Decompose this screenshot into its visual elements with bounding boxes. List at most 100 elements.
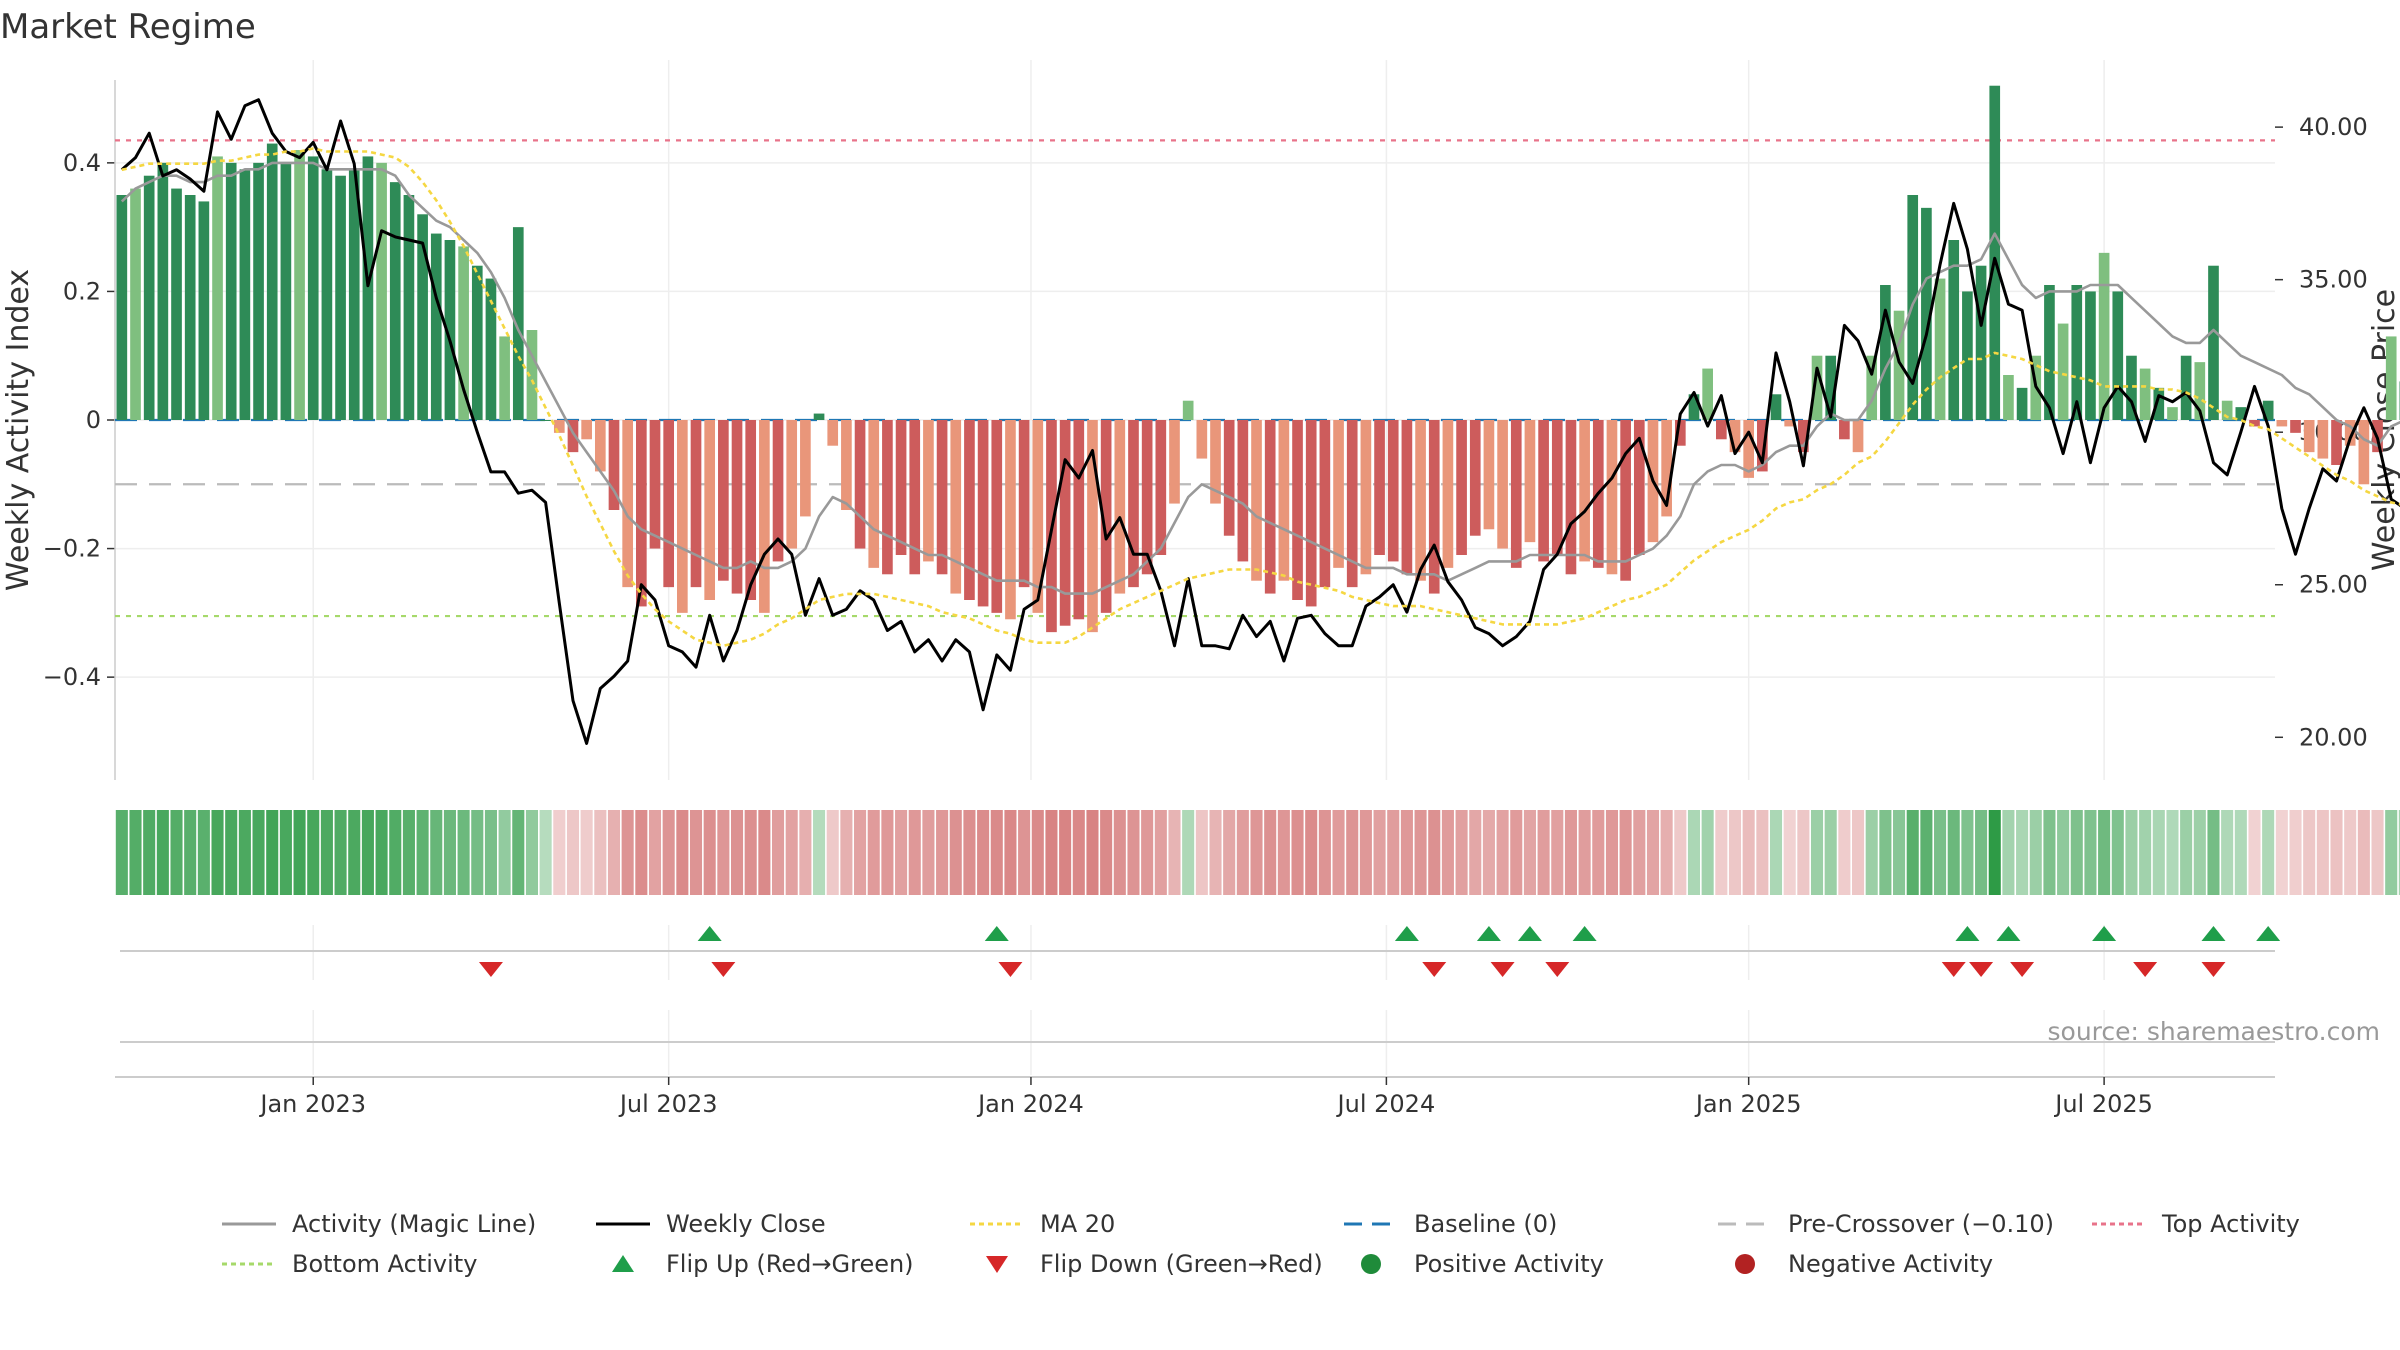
flip-up-marker [2092,926,2117,941]
x-tick-label: Jul 2025 [2053,1090,2153,1118]
heat-cell [1182,810,1195,895]
activity-bar [1962,291,1973,420]
heat-cell [348,810,361,895]
activity-bar [704,420,716,600]
activity-bar [184,195,196,420]
heat-cell [2070,810,2083,895]
y-tick-label: 0 [86,406,101,434]
activity-bar [1565,420,1577,575]
heat-cell [143,810,156,895]
activity-bar [553,420,565,433]
heat-cell [1223,810,1236,895]
heat-cell [1728,810,1742,895]
activity-bar [1948,240,1960,420]
heat-cell [2234,810,2247,895]
activity-bar [2003,375,2014,420]
activity-bar [745,420,757,600]
activity-bar [239,169,251,420]
activity-bar [2290,420,2301,433]
heat-cell [840,810,853,895]
flip-up-marker [1517,926,1542,941]
legend-label: MA 20 [1040,1210,1115,1238]
heat-cell [1332,810,1345,895]
activity-bar [649,420,661,549]
flip-up-marker [984,926,1009,941]
heat-cell [1441,810,1454,895]
heat-cell [1072,810,1085,895]
activity-bar [2344,420,2356,446]
activity-bar [663,420,675,588]
activity-bar [800,420,811,517]
legend-label: Positive Activity [1414,1250,1604,1278]
heat-cell [1564,810,1577,895]
heat-cell [881,810,894,895]
heat-cell [211,810,224,895]
heat-cell [703,810,716,895]
heat-cell [1838,810,1851,895]
flip-up-marker [1996,926,2021,941]
heat-cell [1619,810,1632,895]
heat-cell [1605,810,1618,895]
heat-cell [1400,810,1413,895]
activity-bar [608,420,620,510]
activity-bar [430,233,442,420]
heat-cell [2303,810,2316,895]
heat-cell [1291,810,1304,895]
activity-bar [212,156,223,420]
activity-bar [1196,420,1208,459]
legend-label: Negative Activity [1788,1250,1993,1278]
heat-cell [471,810,484,895]
heat-cell [184,810,197,895]
heat-cell [2002,810,2015,895]
heat-cell [1633,810,1646,895]
activity-bar [2317,420,2329,459]
activity-bar [376,162,387,420]
heat-cell [1865,810,1878,895]
heat-cell [1277,810,1290,895]
heat-cell [676,810,689,895]
legend-label: Weekly Close [666,1210,826,1238]
heat-cell [293,810,306,895]
heat-cell [484,810,497,895]
legend-item: MA 20 [970,1210,1115,1238]
heat-cell [949,810,962,895]
heat-cell [1578,810,1591,895]
heat-cell [1209,810,1222,895]
heat-cell [594,810,607,895]
activity-bar [1579,420,1590,562]
activity-bar [977,420,989,607]
activity-bar [1674,420,1686,446]
activity-bar [2098,252,2110,420]
heat-cell [170,810,183,895]
heat-cell [1701,810,1714,895]
heat-cell [1592,810,1605,895]
activity-bar [1401,420,1413,575]
flip-up-marker [2201,926,2226,941]
activity-bar [772,420,784,562]
activity-bar [1182,400,1194,420]
activity-bar [1633,420,1645,555]
heat-cell [2057,810,2070,895]
regime-heat-strip [115,810,2400,895]
heat-cell [320,810,333,895]
activity-bar [690,420,702,588]
activity-bar [882,420,893,575]
heat-cell [1154,810,1167,895]
activity-bar [2385,336,2397,420]
x-tick-label: Jan 2024 [976,1090,1084,1118]
heat-cell [2207,810,2220,895]
y-axis-label: Weekly Activity Index [1,269,36,591]
activity-bar [1305,420,1317,607]
activity-bar [1087,420,1098,633]
activity-bar [1702,368,1713,420]
heat-cell [635,810,648,895]
activity-bar [581,420,592,440]
heat-cell [2289,810,2302,895]
activity-bar [1852,420,1864,453]
y-tick-label: 0.4 [63,149,101,177]
heat-cell [1031,810,1044,895]
heat-cell [129,810,142,895]
heat-cell [1715,810,1728,895]
activity-bar [1333,420,1344,568]
heat-cell [977,810,990,895]
